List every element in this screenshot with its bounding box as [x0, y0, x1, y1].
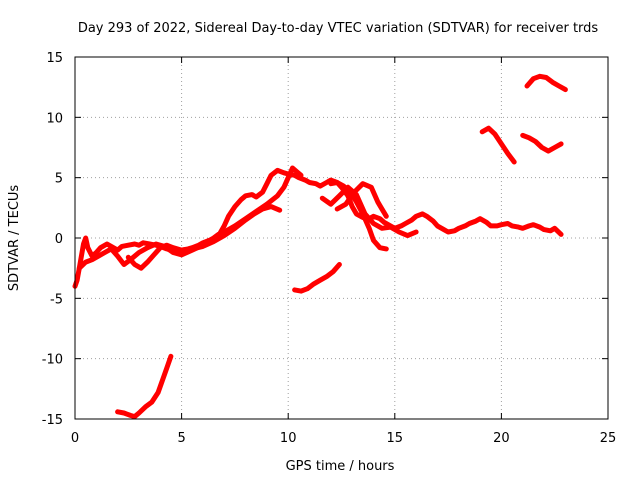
y-tick-label: 5	[55, 172, 63, 187]
y-tick-label: -15	[42, 413, 63, 428]
series-track-8	[115, 353, 174, 420]
x-axis-label: GPS time / hours	[286, 459, 395, 474]
x-tick-label: 20	[493, 431, 510, 446]
y-axis-label: SDTVAR / TECUs	[7, 185, 22, 292]
series-track-9	[479, 125, 517, 165]
grid-lines	[75, 57, 608, 419]
series-track-1	[72, 167, 564, 289]
chart-title: Day 293 of 2022, Sidereal Day-to-day VTE…	[78, 21, 599, 36]
series-track-10	[520, 132, 564, 154]
series-track-5	[319, 184, 419, 239]
x-tick-label: 5	[177, 431, 185, 446]
y-tick-label: -10	[42, 353, 63, 368]
y-tick-label: 15	[46, 51, 63, 66]
series-track-6	[334, 181, 389, 219]
x-tick-label: 0	[71, 431, 79, 446]
plot-frame	[74, 56, 609, 420]
x-tick-label: 25	[600, 431, 617, 446]
y-tick-label: 0	[55, 232, 63, 247]
x-tick-label: 15	[387, 431, 404, 446]
series-track-7	[292, 262, 342, 294]
x-tick-label: 10	[280, 431, 297, 446]
y-tick-label: -5	[50, 292, 63, 307]
axis-ticks: 0 5 10 15 20 25 -15 -10 -5 0 5 10 15	[42, 51, 617, 446]
series-track-3	[125, 204, 283, 271]
y-tick-label: 10	[46, 111, 63, 126]
series-track-2	[76, 165, 304, 271]
data-series	[72, 73, 568, 420]
series-track-11	[524, 73, 568, 93]
